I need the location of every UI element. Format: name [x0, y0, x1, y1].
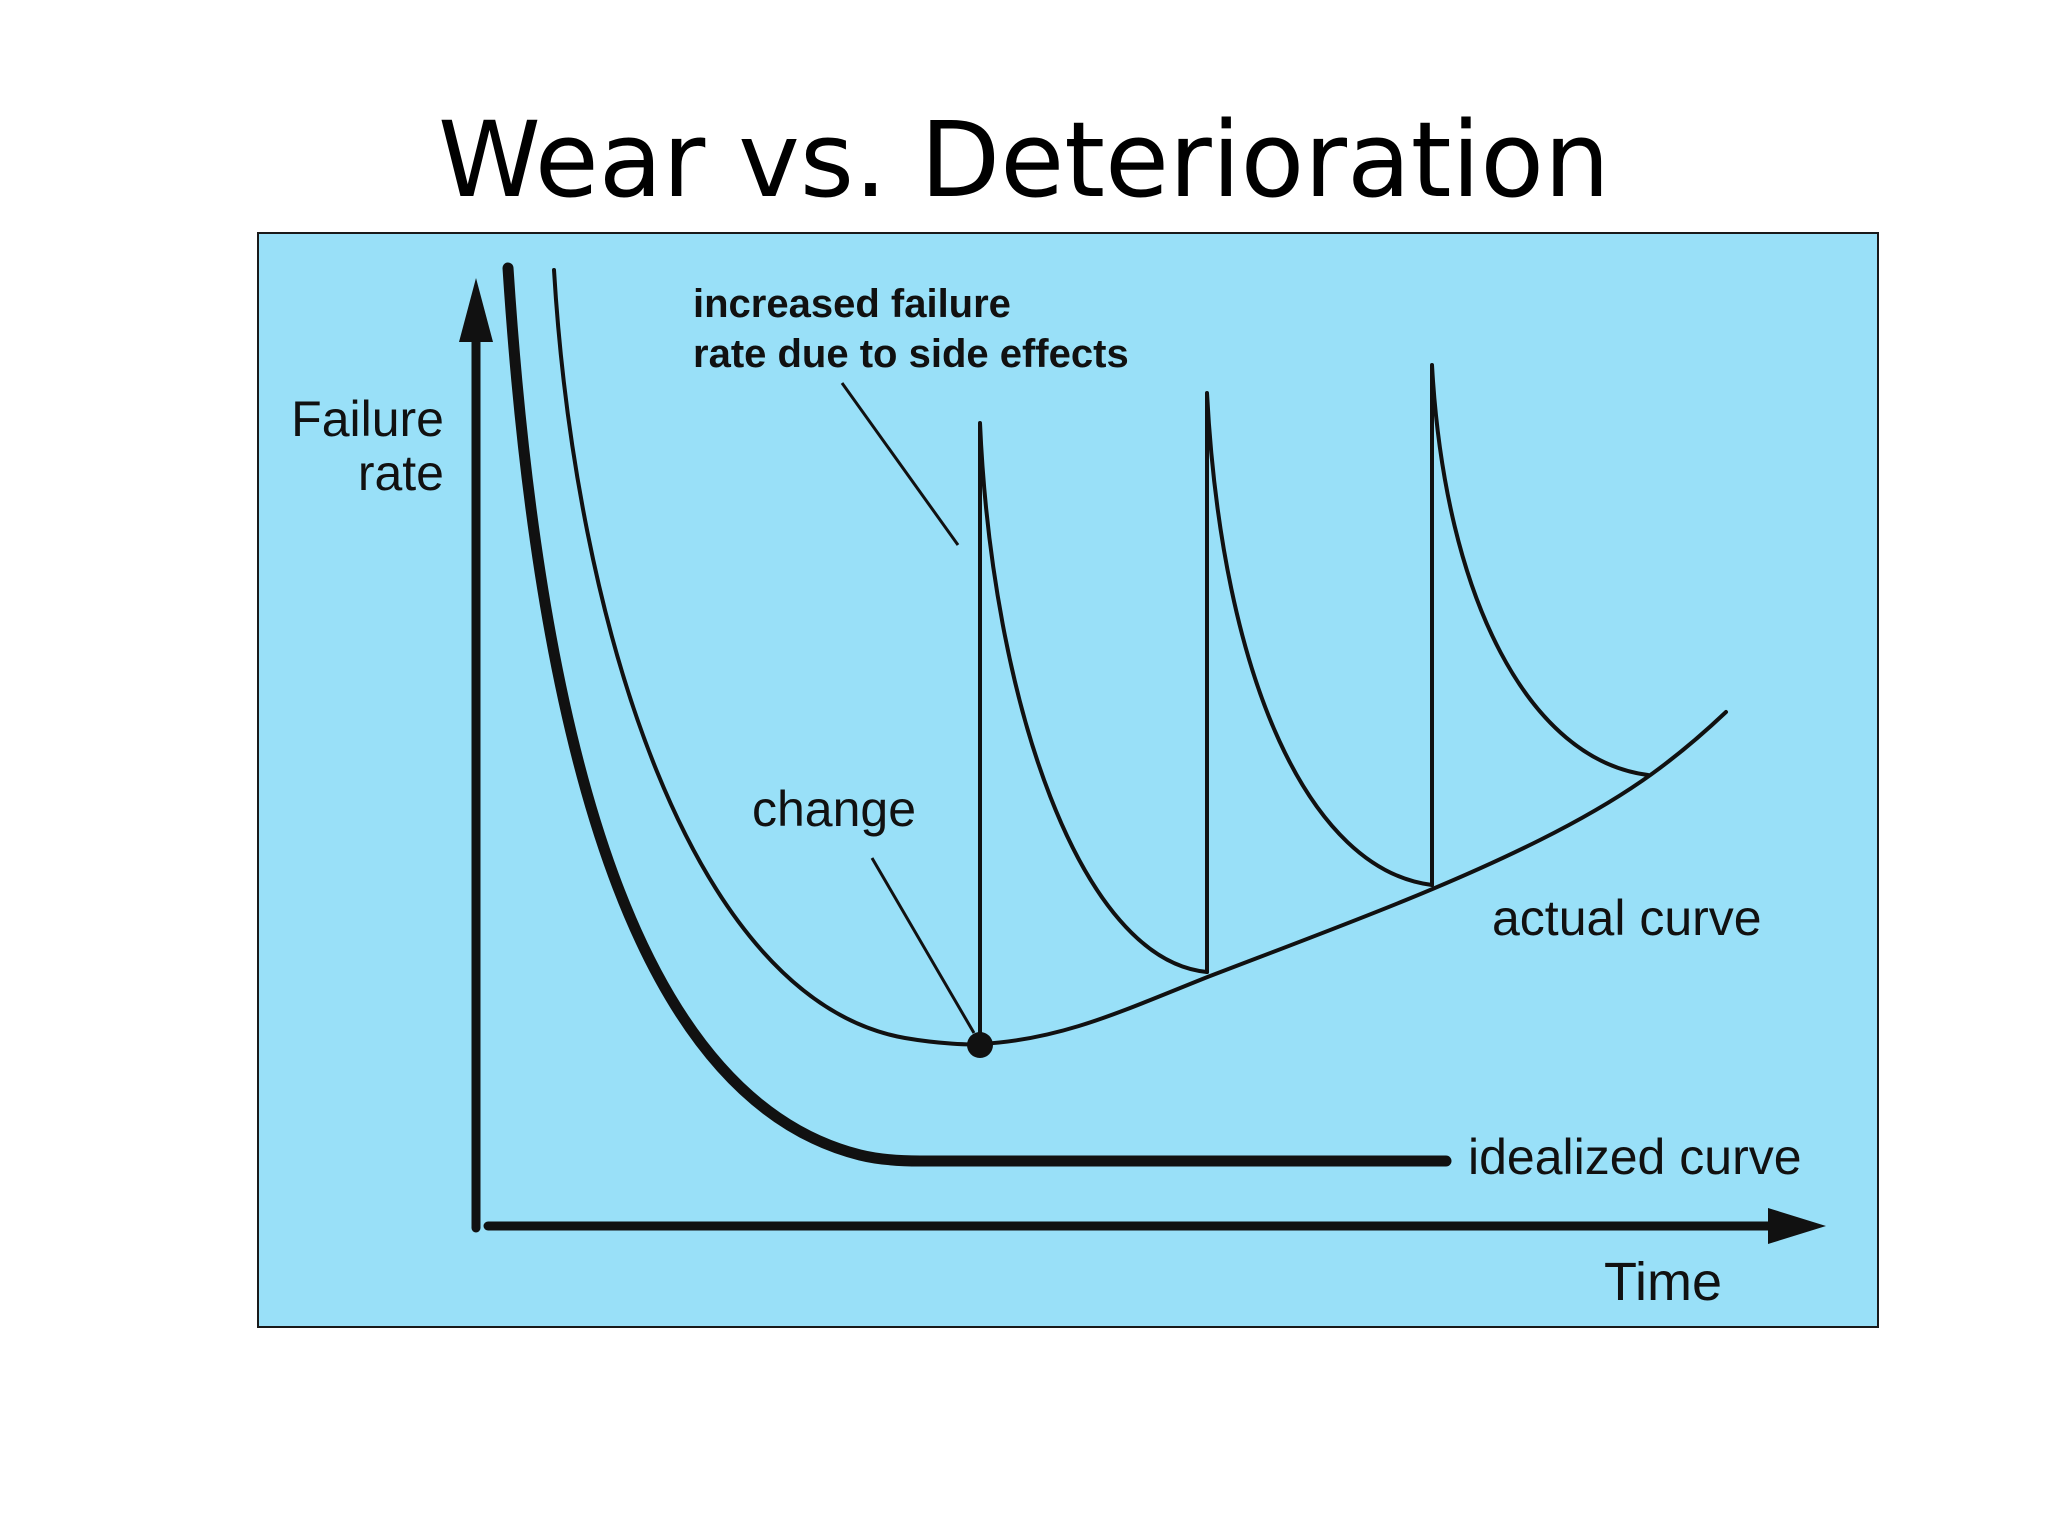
change-annotation: change — [752, 781, 916, 837]
side-effects-annotation-line1: increased failure — [693, 282, 1011, 326]
slide-title: Wear vs. Deterioration — [438, 99, 1610, 221]
y-axis-arrowhead — [459, 278, 493, 342]
idealized-curve-label: idealized curve — [1468, 1129, 1802, 1185]
spike-2 — [1205, 391, 1434, 974]
change-leader-line — [870, 857, 976, 1034]
x-axis-arrowhead — [1768, 1208, 1826, 1244]
side-effects-leader-line — [840, 382, 960, 546]
actual-curve-label: actual curve — [1492, 890, 1762, 946]
change-point-marker — [967, 1032, 993, 1058]
spike-1 — [978, 421, 1209, 1046]
diagram-panel — [257, 232, 1879, 1328]
actual-curve-base — [552, 268, 1728, 1047]
spike-3 — [1430, 363, 1650, 887]
idealized-curve — [502, 262, 1452, 1167]
y-axis-label-line1: Failure — [291, 391, 444, 447]
y-axis-label-line2: rate — [358, 445, 444, 501]
x-axis-label: Time — [1604, 1252, 1722, 1312]
side-effects-annotation-line2: rate due to side effects — [693, 332, 1129, 376]
